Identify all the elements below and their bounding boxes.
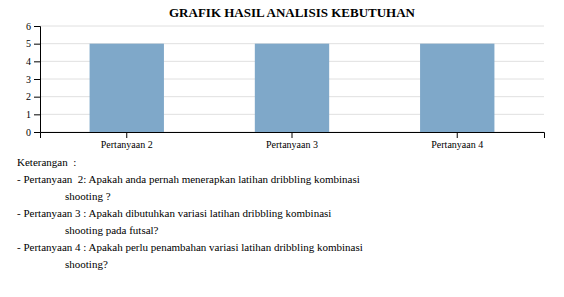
y-tick-mark (34, 61, 40, 62)
y-tick-mark (34, 97, 40, 98)
x-tick-label: Pertanyaan 3 (266, 139, 318, 150)
bar (90, 44, 164, 132)
y-axis: 0 1 2 3 4 5 6 (26, 21, 41, 138)
y-tick-mark (34, 26, 40, 27)
x-tick: Pertanyaan 4 (431, 132, 483, 150)
y-axis-line (34, 27, 41, 133)
x-tick-label: Pertanyaan 2 (101, 139, 153, 150)
annotation: shooting pada futsal? (65, 224, 159, 236)
y-tick: 0 (26, 127, 40, 138)
chart-svg: 0123456Pertanyaan 2Pertanyaan 3Pertanyaa… (0, 0, 564, 297)
annotation: Keterangan : (17, 156, 76, 168)
y-tick-label: 4 (26, 56, 31, 67)
y-tick-label: 5 (26, 38, 31, 49)
y-tick: 1 (26, 109, 40, 120)
annotation: - Pertanyaan 2: Apakah anda pernah mener… (17, 173, 360, 185)
chart-title: GRAFIK HASIL ANALISIS KEBUTUHAN (169, 5, 416, 20)
y-tick-label: 2 (26, 91, 31, 102)
x-tick-mark (457, 132, 458, 138)
bars (90, 44, 495, 132)
grid (40, 26, 544, 132)
y-tick: 5 (26, 38, 40, 49)
y-tick-label: 0 (26, 127, 31, 138)
y-tick-label: 1 (26, 109, 31, 120)
x-tick-mark (126, 132, 127, 138)
y-tick-mark (34, 79, 40, 80)
y-tick: 2 (26, 91, 40, 102)
y-tick-mark (34, 44, 40, 45)
x-tick-label: Pertanyaan 4 (431, 139, 483, 150)
grid-line (40, 26, 544, 27)
annotation: shooting ? (65, 190, 111, 202)
annotation: shooting? (65, 258, 108, 270)
bar (420, 44, 494, 132)
y-tick-label: 3 (26, 74, 31, 85)
y-tick-mark (34, 114, 40, 115)
annotation: - Pertanyaan 3 : Apakah dibutuhkan varia… (17, 207, 331, 219)
x-tick: Pertanyaan 2 (101, 132, 153, 150)
y-tick-label: 6 (26, 21, 31, 32)
x-tick-mark (292, 132, 293, 138)
bar (255, 44, 329, 132)
x-axis: Pertanyaan 2 Pertanyaan 3 Pertanyaan 4 (41, 132, 545, 150)
y-tick: 3 (26, 74, 40, 85)
x-tick: Pertanyaan 3 (266, 132, 318, 150)
y-tick: 6 (26, 21, 40, 32)
annotation: - Pertanyaan 4 : Apakah perlu penambahan… (17, 241, 363, 253)
plot-area: 0123456Pertanyaan 2Pertanyaan 3Pertanyaa… (26, 21, 545, 150)
x-axis-line (41, 133, 545, 139)
annotations: Keterangan : - Pertanyaan 2: Apakah anda … (17, 156, 363, 270)
y-tick: 4 (26, 56, 40, 67)
y-tick-mark (34, 132, 40, 133)
